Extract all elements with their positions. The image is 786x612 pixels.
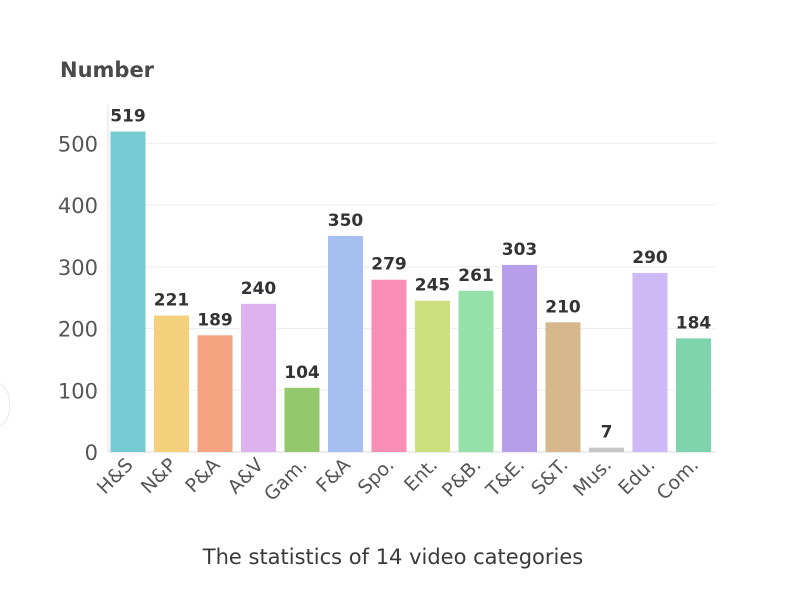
bar xyxy=(676,338,711,452)
chart-caption: The statistics of 14 video categories xyxy=(202,545,584,569)
x-tick-label: H&S xyxy=(93,454,138,499)
bar xyxy=(371,279,407,452)
data-label: 221 xyxy=(154,291,190,311)
x-tick-label: N&P xyxy=(137,454,181,498)
y-tick-label: 500 xyxy=(58,132,98,156)
bar xyxy=(632,272,668,452)
y-tick-label: 300 xyxy=(58,256,98,280)
bar xyxy=(458,290,494,452)
x-tick-label: Edu. xyxy=(614,454,659,499)
bar xyxy=(328,235,363,452)
data-label: 184 xyxy=(676,313,712,333)
x-tick-label: Com. xyxy=(653,454,704,505)
x-tick-label: Mus. xyxy=(569,454,616,501)
data-label: 7 xyxy=(601,423,613,443)
bar-chart-svg: 0100200300400500519H&S221N&P189P&A240A&V… xyxy=(58,104,715,506)
data-label: 240 xyxy=(241,279,277,299)
data-label: 290 xyxy=(632,248,668,268)
y-tick-label: 0 xyxy=(85,441,98,465)
data-label: 279 xyxy=(371,255,407,275)
data-label: 519 xyxy=(110,107,146,127)
x-tick-label: T&E. xyxy=(481,454,529,502)
y-axis-title: Number xyxy=(60,58,155,82)
bar xyxy=(197,335,233,452)
bar xyxy=(110,131,146,452)
y-tick-label: 200 xyxy=(58,318,98,342)
y-tick-label: 100 xyxy=(58,379,98,403)
x-tick-label: P&A xyxy=(181,454,224,497)
data-label: 210 xyxy=(545,297,581,317)
x-tick-label: Ent. xyxy=(400,454,442,496)
data-label: 261 xyxy=(458,266,494,286)
bar xyxy=(502,264,537,452)
data-label: 104 xyxy=(284,363,320,383)
x-tick-label: S&T. xyxy=(527,454,572,499)
x-tick-label: P&B. xyxy=(438,454,486,502)
data-label: 303 xyxy=(502,240,538,260)
bar xyxy=(415,300,450,452)
bar xyxy=(589,447,624,452)
bar xyxy=(545,322,581,452)
x-tick-label: Gam. xyxy=(260,454,312,506)
data-label: 350 xyxy=(328,211,364,231)
data-label: 245 xyxy=(415,276,451,296)
x-tick-label: F&A xyxy=(312,454,355,497)
y-tick-label: 400 xyxy=(58,194,98,218)
data-label: 189 xyxy=(197,310,233,330)
bar xyxy=(241,303,276,452)
bar xyxy=(284,387,320,452)
x-tick-label: Spo. xyxy=(354,454,399,499)
bar xyxy=(154,315,189,452)
